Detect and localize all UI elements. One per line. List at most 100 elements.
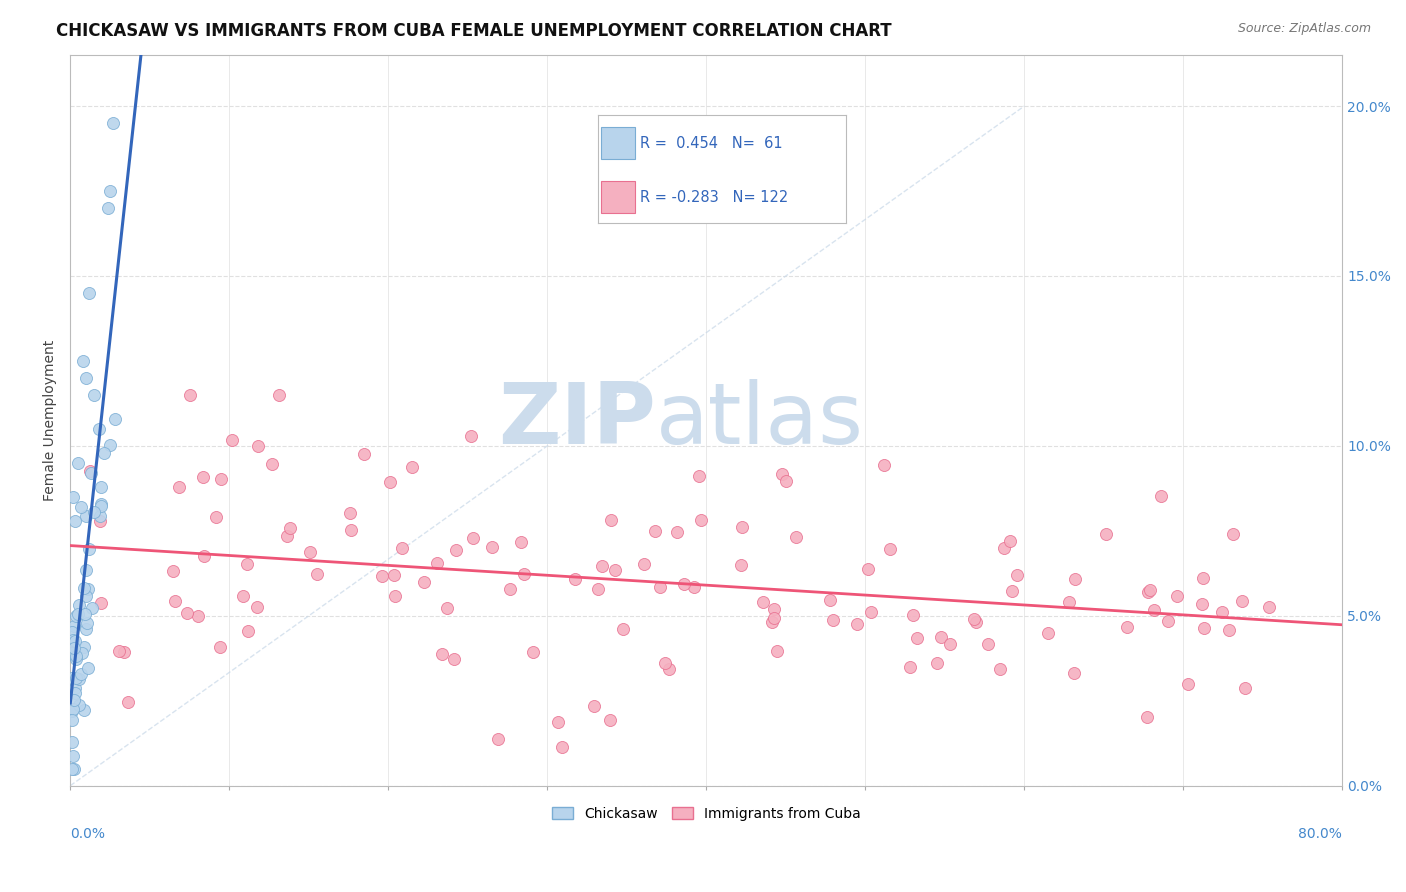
- Point: [436, 600, 458, 615]
- Point: [167, 480, 190, 494]
- Text: atlas: atlas: [655, 379, 863, 462]
- Text: Source: ZipAtlas.com: Source: ZipAtlas.com: [1237, 22, 1371, 36]
- Point: [382, 568, 405, 582]
- Point: [65, 681, 87, 695]
- Point: [564, 572, 586, 586]
- Point: [927, 656, 949, 670]
- Point: [513, 566, 536, 581]
- Point: [72, 354, 94, 368]
- Text: 80.0%: 80.0%: [1298, 827, 1343, 841]
- Point: [993, 541, 1015, 555]
- Point: [89, 480, 111, 494]
- Point: [401, 459, 423, 474]
- Point: [117, 695, 139, 709]
- Point: [879, 541, 901, 556]
- Point: [73, 640, 96, 654]
- Point: [231, 589, 253, 603]
- Point: [766, 644, 789, 658]
- Point: [1150, 489, 1173, 503]
- Point: [307, 567, 329, 582]
- Point: [104, 411, 127, 425]
- Point: [67, 698, 90, 712]
- Point: [65, 609, 87, 624]
- Point: [1137, 585, 1160, 599]
- Point: [204, 510, 226, 524]
- Point: [299, 545, 322, 559]
- Point: [260, 457, 283, 471]
- Point: [75, 508, 97, 523]
- Point: [63, 686, 86, 700]
- Point: [858, 561, 880, 575]
- Point: [1157, 614, 1180, 628]
- Point: [603, 563, 626, 577]
- Point: [193, 469, 215, 483]
- Point: [339, 506, 361, 520]
- Point: [90, 596, 112, 610]
- Point: [962, 612, 984, 626]
- Point: [77, 541, 100, 556]
- Point: [67, 456, 90, 470]
- Point: [1233, 681, 1256, 696]
- Point: [583, 698, 606, 713]
- Point: [823, 613, 845, 627]
- Point: [785, 530, 807, 544]
- Point: [62, 633, 84, 648]
- Point: [1211, 605, 1233, 619]
- Point: [1177, 677, 1199, 691]
- Point: [872, 458, 894, 472]
- Point: [75, 371, 97, 385]
- Point: [107, 644, 129, 658]
- Point: [1258, 600, 1281, 615]
- Point: [859, 606, 882, 620]
- Point: [246, 599, 269, 614]
- Point: [599, 713, 621, 727]
- Point: [162, 564, 184, 578]
- Point: [1005, 568, 1028, 582]
- Point: [90, 499, 112, 513]
- Point: [60, 646, 83, 660]
- Point: [1191, 597, 1213, 611]
- Point: [70, 646, 93, 660]
- Point: [1064, 572, 1087, 586]
- Point: [1139, 583, 1161, 598]
- Legend: Chickasaw, Immigrants from Cuba: Chickasaw, Immigrants from Cuba: [547, 801, 866, 826]
- Point: [522, 645, 544, 659]
- Point: [267, 388, 290, 402]
- Point: [112, 645, 135, 659]
- Point: [221, 433, 243, 447]
- Point: [60, 762, 83, 776]
- Point: [75, 563, 97, 577]
- Point: [929, 630, 952, 644]
- Point: [1142, 603, 1164, 617]
- Point: [1095, 526, 1118, 541]
- Point: [65, 652, 87, 666]
- Point: [413, 574, 436, 589]
- Point: [384, 589, 406, 603]
- Point: [90, 496, 112, 510]
- Point: [60, 704, 83, 718]
- Point: [665, 524, 688, 539]
- Point: [97, 201, 120, 215]
- Point: [70, 500, 93, 514]
- Point: [371, 569, 394, 583]
- Point: [236, 624, 259, 639]
- Point: [62, 749, 84, 764]
- Point: [79, 464, 101, 478]
- Point: [1036, 625, 1059, 640]
- Point: [179, 388, 201, 402]
- Point: [65, 633, 87, 648]
- Point: [75, 589, 97, 603]
- Point: [432, 648, 454, 662]
- Point: [486, 731, 509, 746]
- Point: [187, 609, 209, 624]
- Point: [633, 557, 655, 571]
- Point: [209, 472, 232, 486]
- Point: [1136, 710, 1159, 724]
- Point: [1218, 624, 1240, 638]
- Point: [1116, 620, 1139, 634]
- Point: [75, 622, 97, 636]
- Point: [550, 739, 572, 754]
- Point: [444, 542, 467, 557]
- Point: [730, 558, 752, 572]
- Point: [683, 580, 706, 594]
